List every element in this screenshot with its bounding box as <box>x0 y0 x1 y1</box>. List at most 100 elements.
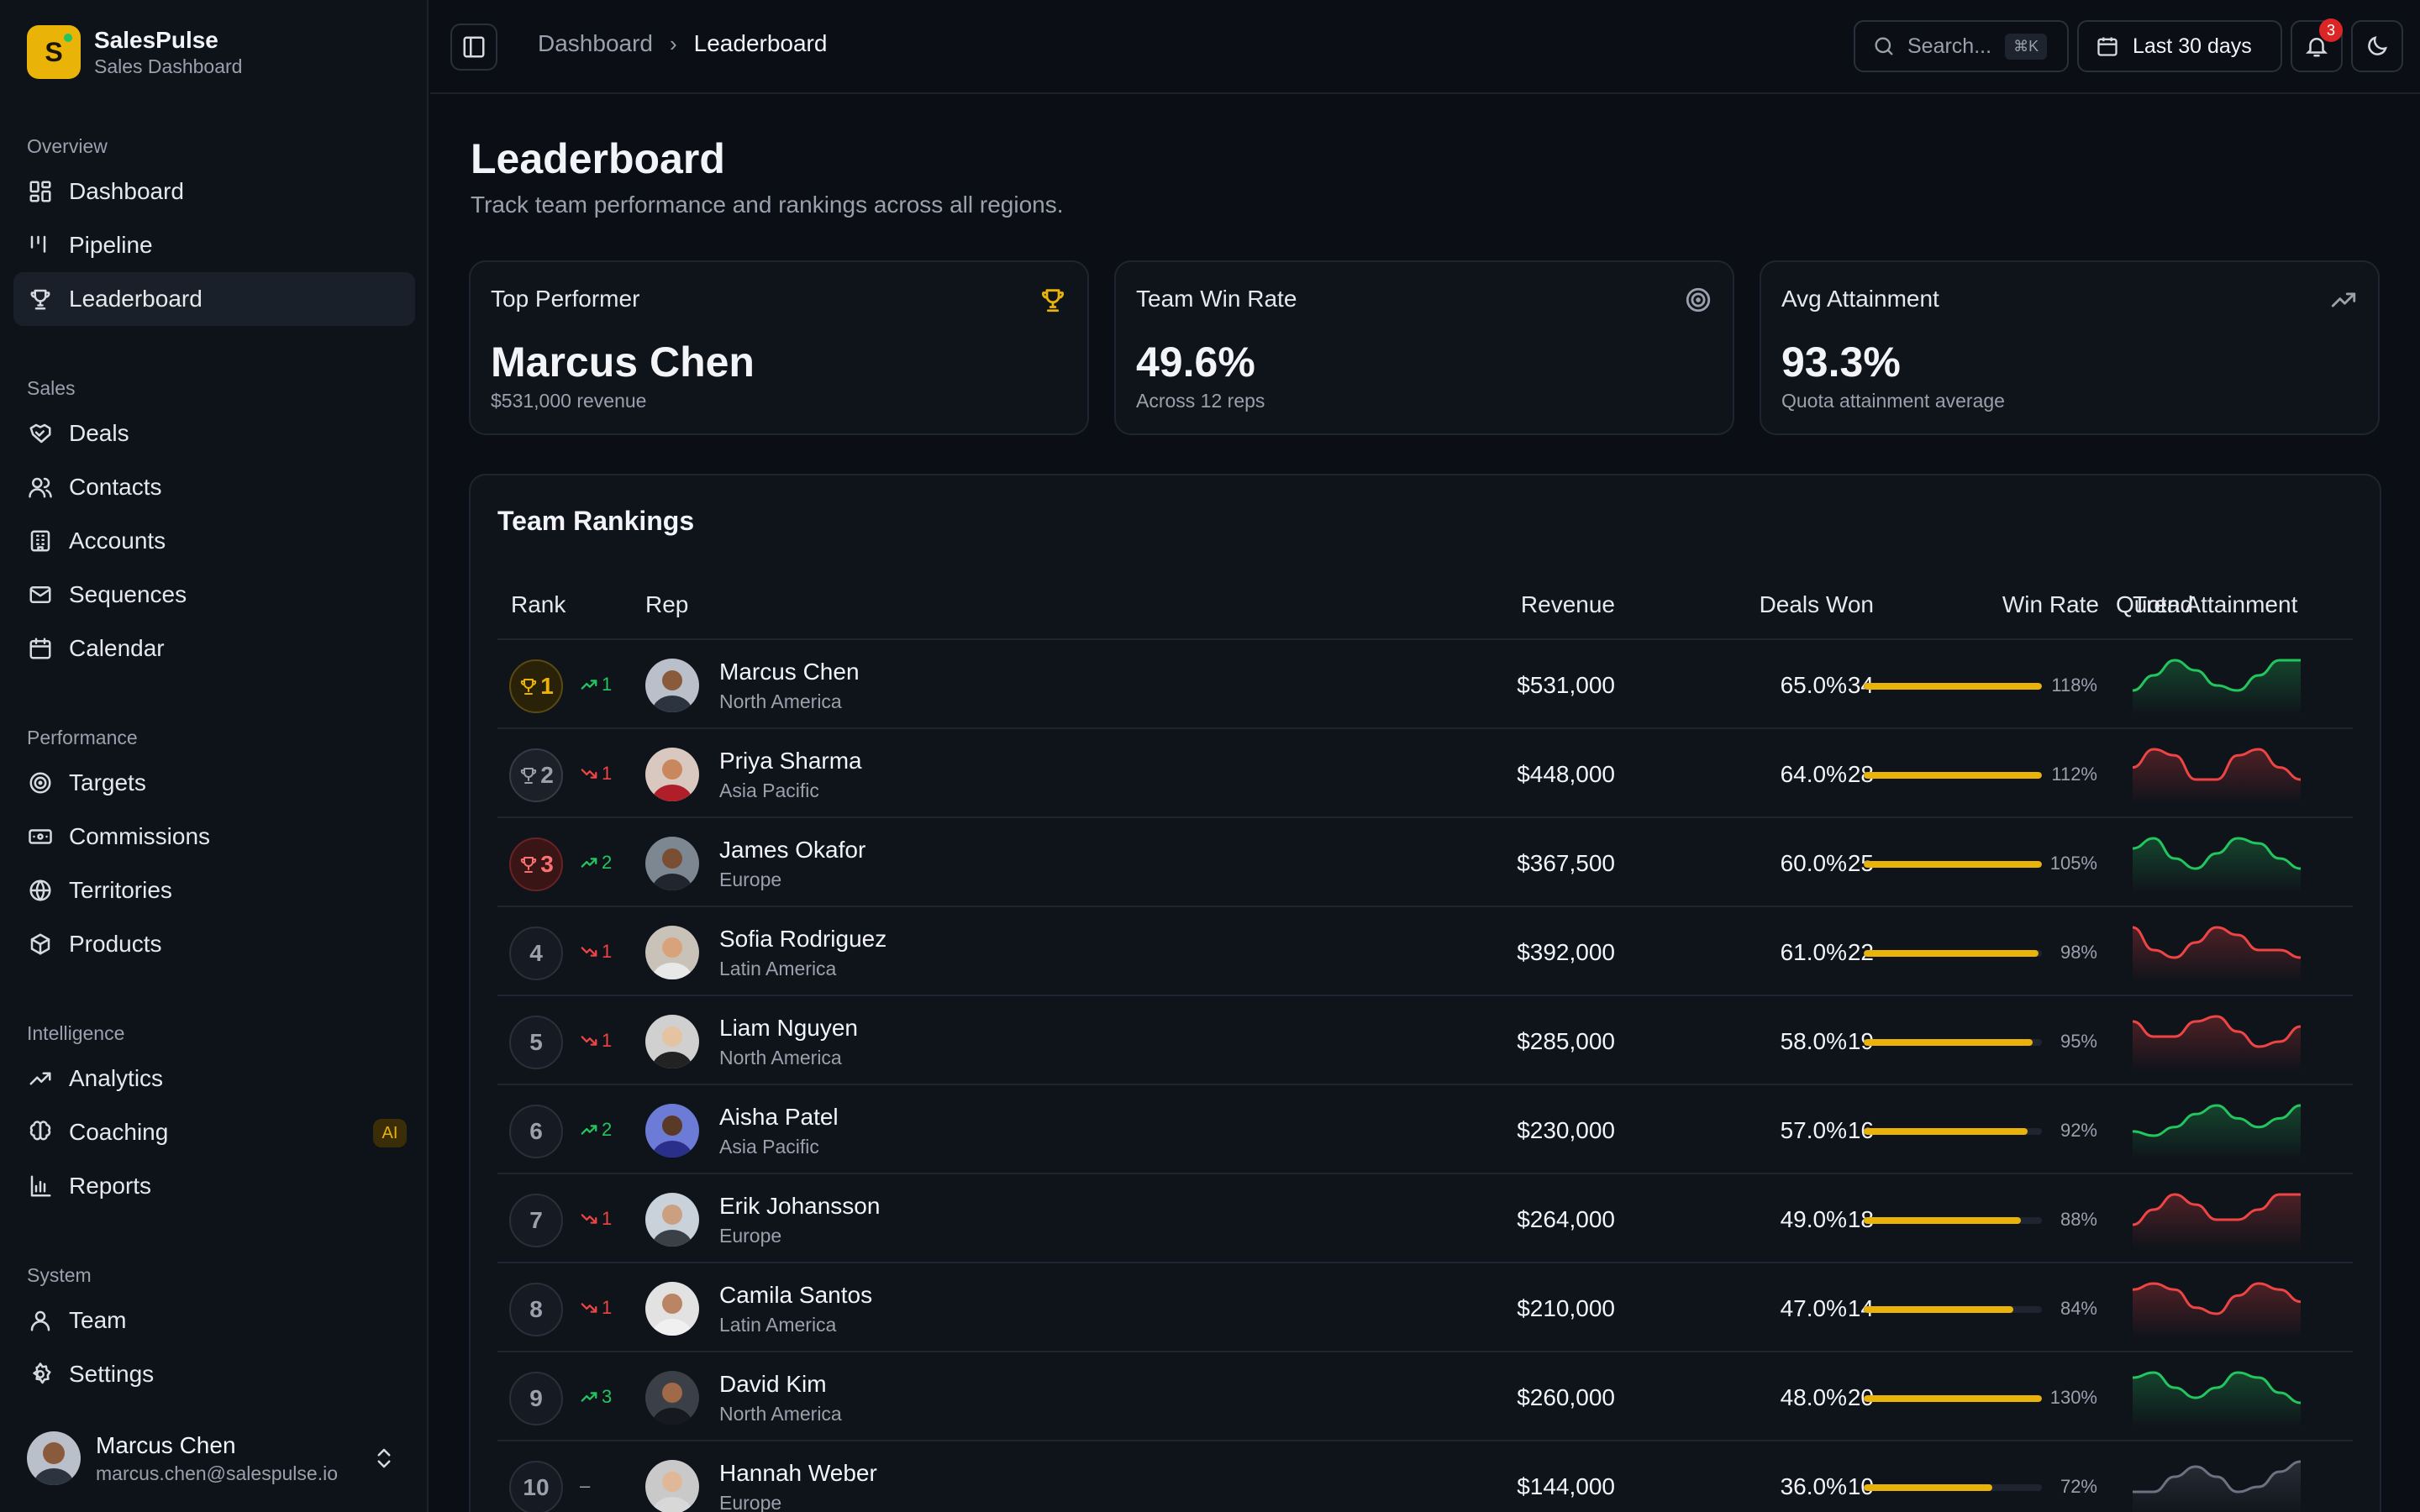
rep-name[interactable]: Priya Sharma <box>719 748 862 774</box>
column-header-deals-won[interactable]: Deals Won <box>1759 591 1874 617</box>
rank-number: 9 <box>529 1385 543 1411</box>
search-input[interactable]: Search... ⌘K <box>1854 20 2069 72</box>
quota-value: 105% <box>2049 853 2097 874</box>
rep-avatar <box>645 926 699 979</box>
mail-icon <box>27 581 54 608</box>
rep-avatar <box>645 748 699 801</box>
column-header-rep[interactable]: Rep <box>645 591 689 617</box>
user-menu[interactable]: Marcus Chen marcus.chen@salespulse.io <box>27 1428 413 1488</box>
trend-sparkline <box>2133 748 2301 805</box>
table-row[interactable]: 9 3 David Kim North America $260,000 20 … <box>497 1352 2353 1441</box>
rep-name[interactable]: Erik Johansson <box>719 1193 881 1219</box>
sidebar-item-calendar[interactable]: Calendar <box>13 622 415 675</box>
rank-number: 5 <box>529 1029 543 1055</box>
trophy-icon <box>27 286 54 312</box>
sidebar-item-team[interactable]: Team <box>13 1294 415 1347</box>
nav-section-title: Performance <box>27 727 138 748</box>
rank-number: 4 <box>529 940 543 966</box>
moon-icon <box>2368 36 2387 55</box>
column-header-revenue[interactable]: Revenue <box>1520 591 1615 617</box>
table-row[interactable]: 5 1 Liam Nguyen North America $285,000 1… <box>497 996 2353 1085</box>
rank-change: 1 <box>580 763 612 785</box>
date-range-button[interactable]: Last 30 days <box>2077 20 2282 72</box>
sidebar-item-territories[interactable]: Territories <box>13 864 415 917</box>
sidebar-item-pipeline[interactable]: Pipeline <box>13 218 415 272</box>
sidebar-item-dashboard[interactable]: Dashboard <box>13 165 415 218</box>
table-row[interactable]: 10 – Hannah Weber Europe $144,000 10 36.… <box>497 1441 2353 1512</box>
sidebar-item-reports[interactable]: Reports <box>13 1159 415 1213</box>
users-icon <box>27 474 54 501</box>
trending-up-icon <box>581 858 597 868</box>
column-header-quota[interactable]: Quota Attainment <box>2116 591 2298 617</box>
notifications-button[interactable]: 3 <box>2291 18 2343 72</box>
rank-change: 2 <box>580 852 612 874</box>
theme-toggle-button[interactable] <box>2351 20 2403 72</box>
rep-name[interactable]: Hannah Weber <box>719 1460 877 1486</box>
rep-avatar <box>645 1015 699 1068</box>
sidebar-item-products[interactable]: Products <box>13 917 415 971</box>
sidebar-item-label: Analytics <box>69 1065 164 1091</box>
column-header-rank[interactable]: Rank <box>511 591 566 617</box>
table-row[interactable]: 7 1 Erik Johansson Europe $264,000 18 49… <box>497 1174 2353 1263</box>
trending-down-icon <box>581 1036 597 1046</box>
table-row[interactable]: 2 1 Priya Sharma Asia Pacific $448,000 2… <box>497 729 2353 818</box>
nav-section-intelligence: Intelligence Analytics Coaching AI Repor… <box>13 1015 415 1213</box>
page-subtitle: Track team performance and rankings acro… <box>471 192 1064 218</box>
sidebar-item-commissions[interactable]: Commissions <box>13 810 415 864</box>
rep-name[interactable]: Camila Santos <box>719 1282 873 1308</box>
sidebar-item-sequences[interactable]: Sequences <box>13 568 415 622</box>
date-range-label: Last 30 days <box>2133 34 2252 58</box>
breadcrumb-dashboard[interactable]: Dashboard <box>538 30 653 56</box>
bell-icon <box>2305 38 2328 57</box>
sidebar-item-label: Team <box>69 1307 127 1333</box>
sidebar-item-leaderboard[interactable]: Leaderboard <box>13 272 415 326</box>
table-row[interactable]: 1 1 Marcus Chen North America $531,000 3… <box>497 640 2353 729</box>
page-title: Leaderboard <box>471 135 725 182</box>
table-row[interactable]: 3 2 James Okafor Europe $367,500 25 60.0… <box>497 818 2353 907</box>
chevrons-up-down-icon <box>377 1448 391 1468</box>
trend-line <box>2133 1371 2301 1404</box>
table-row[interactable]: 8 1 Camila Santos Latin America $210,000… <box>497 1263 2353 1352</box>
brain-icon <box>27 1119 54 1146</box>
rep-name[interactable]: James Okafor <box>719 837 866 863</box>
rep-name[interactable]: Liam Nguyen <box>719 1015 858 1041</box>
win-rate-value: 57.0% <box>1780 1117 1847 1143</box>
sidebar-item-label: Calendar <box>69 635 165 661</box>
rank-number: 6 <box>529 1118 543 1144</box>
app-subtitle: Sales Dashboard <box>94 55 243 77</box>
rep-name[interactable]: Sofia Rodriguez <box>719 926 887 952</box>
sidebar-item-coaching[interactable]: Coaching AI <box>13 1105 415 1159</box>
stat-label: Team Win Rate <box>1136 286 1297 312</box>
trend-sparkline <box>2133 1015 2301 1072</box>
table-row[interactable]: 6 2 Aisha Patel Asia Pacific $230,000 16… <box>497 1085 2353 1174</box>
sidebar-item-settings[interactable]: Settings <box>13 1347 415 1401</box>
trending-down-icon <box>581 947 597 957</box>
rep-region: Latin America <box>719 958 837 979</box>
rep-name[interactable]: David Kim <box>719 1371 827 1397</box>
column-header-trend: Trend <box>2133 591 2194 617</box>
quota-progress-bar <box>1864 1217 2042 1224</box>
table-row[interactable]: 4 1 Sofia Rodriguez Latin America $392,0… <box>497 907 2353 996</box>
rank-number: 8 <box>529 1296 543 1322</box>
trend-area <box>2133 749 2301 805</box>
sidebar-item-deals[interactable]: Deals <box>13 407 415 460</box>
sidebar-item-accounts[interactable]: Accounts <box>13 514 415 568</box>
column-header-win-rate[interactable]: Win Rate <box>2002 591 2099 617</box>
gear-icon <box>27 1361 54 1388</box>
rank-change-value: 2 <box>602 852 613 873</box>
team-rankings-card: Team Rankings Rank Rep Revenue Deals Won… <box>469 474 2381 1512</box>
sidebar-item-contacts[interactable]: Contacts <box>13 460 415 514</box>
rank-number: 2 <box>540 762 554 788</box>
sidebar-toggle-button[interactable] <box>450 24 497 71</box>
sidebar-item-analytics[interactable]: Analytics <box>13 1052 415 1105</box>
brand[interactable]: S SalesPulse Sales Dashboard <box>27 25 242 79</box>
rep-name[interactable]: Aisha Patel <box>719 1104 839 1130</box>
sidebar-item-targets[interactable]: Targets <box>13 756 415 810</box>
rank-change-value: 1 <box>602 674 613 695</box>
trend-line <box>2133 837 2301 870</box>
rep-region: Asia Pacific <box>719 780 819 801</box>
trend-area <box>2133 1373 2301 1428</box>
brand-logo: S <box>27 25 81 79</box>
quota-value: 84% <box>2060 1298 2097 1319</box>
rep-name[interactable]: Marcus Chen <box>719 659 860 685</box>
